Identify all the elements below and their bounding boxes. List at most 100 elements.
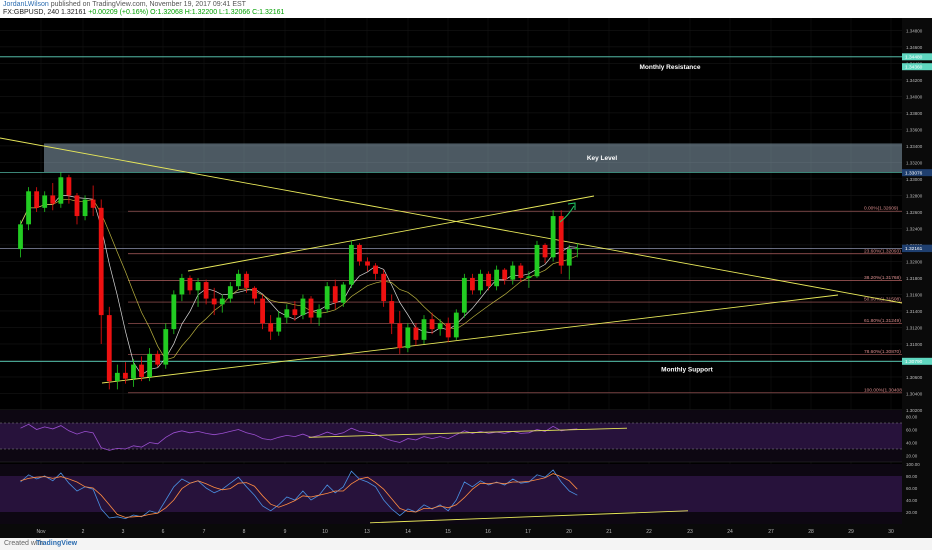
candle-body: [139, 364, 144, 377]
candle-body: [18, 224, 23, 250]
stoch-d-line: [20, 473, 578, 518]
price-tick-label: 1.30600: [906, 375, 923, 380]
stoch-k-line: [20, 469, 578, 520]
rsi-band-fill: [0, 423, 902, 449]
symbol: FX:GBPUSD, 240: [3, 9, 60, 16]
price-tick-label: 1.31000: [906, 342, 923, 347]
candle-body: [26, 191, 31, 225]
candle-body: [534, 244, 540, 277]
candle-body: [203, 282, 209, 299]
candle-body: [147, 353, 153, 377]
candle-body: [179, 277, 185, 295]
trendlines: [0, 137, 903, 384]
fib-level-label: 61.80%(1.31249): [864, 318, 901, 324]
fib-level-label: 78.60%(1.30870): [864, 349, 901, 355]
chart-header: JordanLWilson published on TradingView.c…: [0, 0, 932, 18]
price-tick-label: 1.32400: [906, 226, 923, 231]
trendline: [0, 137, 903, 304]
fib-level-label: 23.60%(1.32093): [864, 248, 901, 254]
rsi-tick-label: 80.00: [906, 415, 918, 420]
price-tick-label: 1.31600: [906, 292, 923, 297]
time-axis: Nov 2 3 6 7 8 9 10 13 14 15 16 17 20 21 22 23 24 27 28 29 30: [0, 524, 932, 538]
rsi-trendline: [308, 427, 628, 438]
price-tick-label: 1.32600: [906, 210, 923, 215]
monthly-resistance-label: Monthly Resistance: [639, 64, 700, 71]
price-tick-label: 1.31400: [906, 309, 923, 314]
candle-body: [106, 315, 112, 382]
created-with-label: Created with: [4, 540, 44, 547]
time-tick-label: 17: [525, 529, 531, 535]
candle-body: [397, 323, 403, 349]
candle-body: [123, 372, 128, 379]
candle-body: [510, 265, 516, 280]
time-tick-label: 21: [606, 529, 612, 535]
price-tag-label: 1.32161: [905, 246, 923, 252]
candle-body: [74, 195, 80, 217]
candle-body: [235, 273, 241, 287]
publish-info: JordanLWilson published on TradingView.c…: [3, 1, 246, 8]
key-level-label: Key Level: [587, 155, 618, 162]
price-tick-label: 1.30400: [906, 391, 923, 396]
candle-body: [292, 309, 298, 316]
candle-body: [42, 195, 48, 208]
publish-date: published on TradingView.com, November 1…: [50, 1, 246, 8]
price-change: +0.00209 (+0.16%): [88, 9, 149, 16]
time-tick-label: 8: [243, 529, 246, 535]
time-tick-label: 6: [162, 529, 165, 535]
candle-body: [478, 273, 483, 291]
time-tick-label: 22: [646, 529, 652, 535]
time-tick-label: 9: [284, 529, 287, 535]
stoch-tick-label: 60.00: [906, 486, 918, 491]
candle-body: [550, 216, 556, 258]
rsi-tick-label: 40.00: [906, 441, 918, 446]
price-tag-label: 1.33076: [905, 170, 923, 176]
candle-body: [131, 364, 136, 379]
time-tick-label: 2: [82, 529, 85, 535]
candle-body: [171, 294, 177, 330]
candle-body: [187, 277, 193, 291]
time-tick-label: 13: [364, 529, 370, 535]
candle-body: [357, 244, 362, 262]
candle-body: [324, 286, 330, 310]
time-tick-label: 27: [768, 529, 774, 535]
candle-body: [494, 269, 500, 287]
candle-body: [413, 327, 419, 340]
author-link[interactable]: JordanLWilson: [3, 1, 49, 8]
price-tick-label: 1.31200: [906, 325, 923, 330]
moving-average-line: [20, 198, 578, 361]
candle-body: [195, 282, 201, 291]
candle-body: [252, 287, 257, 299]
candle-body: [114, 372, 120, 382]
candle-body: [389, 301, 395, 324]
candle-body: [34, 191, 40, 208]
time-tick-label: 29: [848, 529, 854, 535]
candle-body: [316, 309, 322, 318]
candle-body: [66, 177, 72, 196]
rsi-tick-label: 20.00: [906, 454, 918, 459]
rsi-tick-label: 60.00: [906, 428, 918, 433]
price-tick-label: 1.33000: [906, 177, 923, 182]
candle-body: [373, 265, 378, 274]
candle-body: [518, 265, 524, 278]
candle-body: [558, 216, 564, 266]
candle-body: [502, 269, 508, 280]
time-tick-label: 3: [122, 529, 125, 535]
candle-body: [445, 323, 451, 338]
price-tag-label: 1.30790: [905, 359, 923, 365]
tradingview-logo[interactable]: TradingView: [36, 540, 78, 547]
candle-body: [211, 298, 217, 305]
candle-body: [219, 298, 225, 305]
candle-body: [461, 277, 467, 313]
chart-canvas[interactable]: 0.00%(1.32609) 23.60%(1.32093) 38.20%(1.31…: [0, 18, 932, 538]
candle-body: [542, 244, 548, 258]
symbol-info: FX:GBPUSD, 240 1.32161 +0.00209 (+0.16%)…: [3, 9, 284, 16]
candle-body: [268, 323, 274, 332]
price-tag: [902, 53, 932, 61]
candle-body: [300, 298, 306, 316]
candle-body: [163, 329, 169, 365]
fib-level-label: 0.00%(1.32609): [864, 206, 899, 212]
price-tick-label: 1.31800: [906, 276, 923, 281]
candle-body: [82, 199, 88, 217]
annotations: Monthly Resistance Key Level Monthly Suppo…: [559, 64, 714, 373]
stoch-tick-label: 20.00: [906, 510, 918, 515]
